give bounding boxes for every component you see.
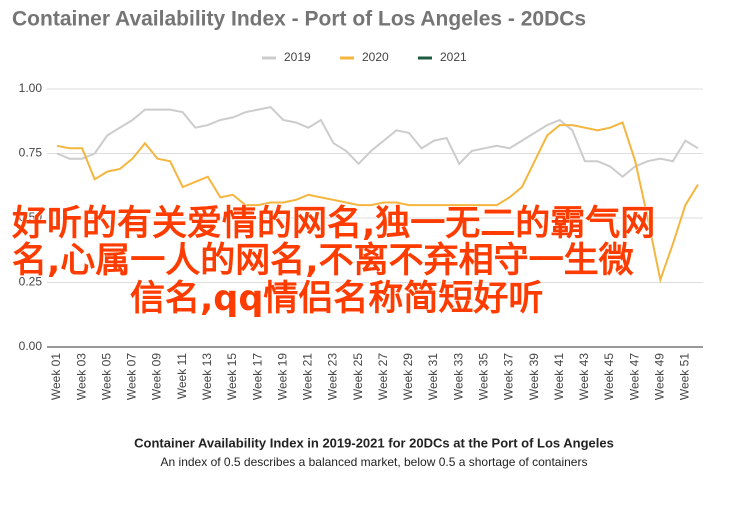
x-tick-label: Week 43 — [577, 353, 591, 400]
x-tick-label: Week 01 — [49, 353, 63, 400]
x-tick-label: Week 23 — [326, 353, 340, 400]
x-tick-label: Week 07 — [125, 353, 139, 400]
x-tick-label: Week 11 — [175, 353, 189, 400]
x-tick-label: Week 49 — [652, 353, 666, 400]
overlay-text: 名,心属一人的网名,不离不弃相守一生微 — [12, 240, 634, 281]
legend-label: 2020 — [362, 50, 389, 64]
x-tick-label: Week 25 — [351, 353, 365, 400]
x-tick-label: Week 39 — [527, 353, 541, 400]
x-tick-label: Week 47 — [627, 353, 641, 400]
x-tick-label: Week 45 — [602, 353, 616, 400]
y-tick-label: 0.50 — [19, 210, 43, 224]
x-tick-label: Week 31 — [426, 353, 440, 400]
overlay-text: 信名,qq情侣名称简短好听 — [130, 279, 543, 319]
caption-subtitle: An index of 0.5 describes a balanced mar… — [161, 455, 588, 469]
y-tick-label: 0.00 — [19, 339, 43, 353]
chart-title: Container Availability Index - Port of L… — [12, 8, 586, 31]
x-tick-label: Week 15 — [225, 353, 239, 400]
y-tick-label: 0.75 — [19, 146, 43, 160]
y-tick-label: 1.00 — [19, 81, 43, 95]
series-line — [56, 121, 699, 284]
x-tick-label: Week 09 — [150, 353, 164, 400]
legend-label: 2021 — [440, 50, 467, 64]
x-tick-label: Week 17 — [250, 353, 264, 400]
x-tick-label: Week 29 — [401, 353, 415, 400]
x-tick-label: Week 35 — [477, 353, 491, 400]
x-tick-label: Week 19 — [275, 353, 289, 400]
overlay-text: 好听的有关爱情的网名,独一无二的霸气网 — [11, 204, 655, 244]
x-tick-label: Week 33 — [451, 353, 465, 400]
x-tick-label: Week 13 — [200, 353, 214, 400]
legend-label: 2019 — [284, 50, 311, 64]
x-tick-label: Week 21 — [301, 353, 315, 400]
x-tick-label: Week 27 — [376, 353, 390, 400]
caption-title: Container Availability Index in 2019-202… — [134, 435, 614, 450]
x-tick-label: Week 03 — [74, 353, 88, 400]
x-tick-label: Week 41 — [552, 353, 566, 400]
x-tick-label: Week 51 — [678, 353, 692, 400]
y-tick-label: 0.25 — [19, 275, 43, 289]
x-tick-label: Week 37 — [502, 353, 516, 400]
series-line — [56, 106, 699, 178]
x-tick-label: Week 05 — [99, 353, 113, 400]
